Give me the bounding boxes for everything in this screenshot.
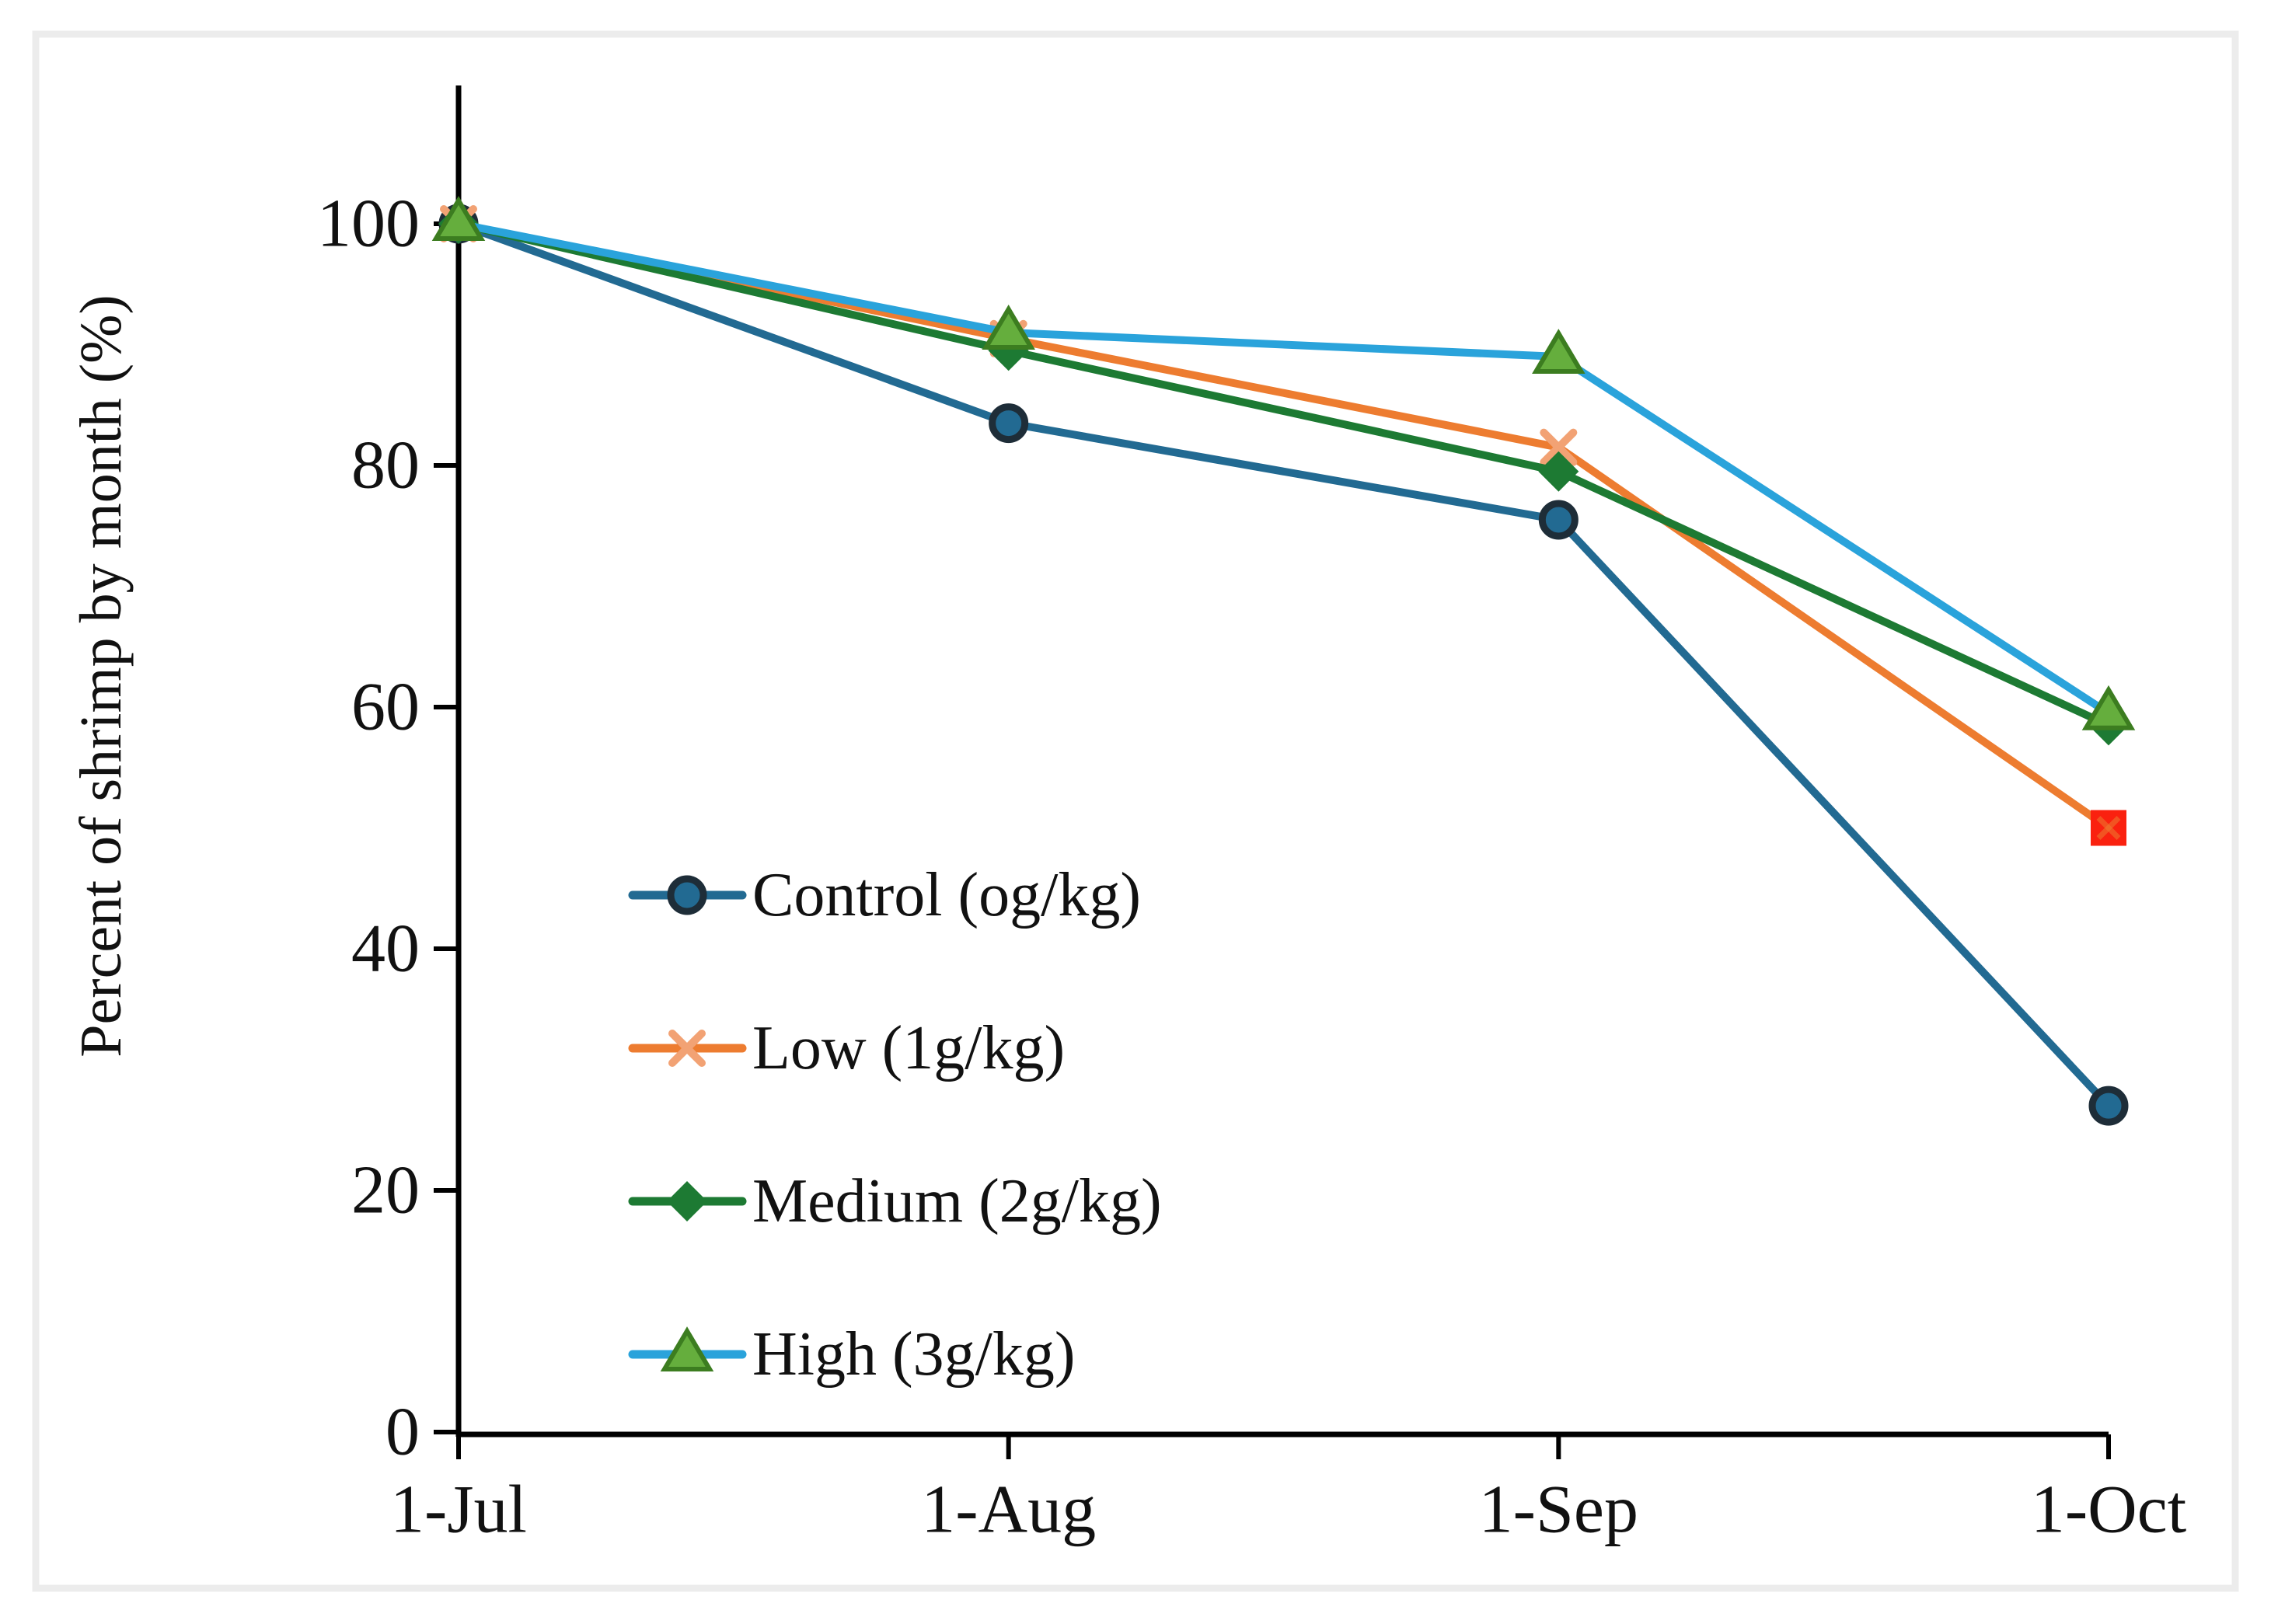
legend-item: Medium (2g/kg) — [628, 1167, 1162, 1235]
data-point-marker — [431, 196, 486, 241]
y-tick-label: 100 — [317, 186, 420, 262]
data-point-marker — [982, 305, 1035, 350]
data-point-marker — [2081, 685, 2136, 730]
legend-marker — [660, 1326, 714, 1371]
axis-labels: 0 20 40 60 80 100 1-Jul 1-Aug 1-Sep 1-Oct Percent … — [68, 186, 2186, 1548]
series-line — [455, 220, 2112, 717]
red-square-inner-x — [2096, 816, 2121, 840]
y-axis-title: Percent of shrimp by month (%) — [68, 294, 134, 1057]
data-point-marker — [1538, 451, 1579, 492]
y-tick-label: 40 — [351, 911, 420, 987]
y-tick-label: 0 — [385, 1395, 420, 1470]
y-tick-label: 60 — [351, 670, 420, 745]
data-point-marker — [989, 403, 1029, 444]
x-tick-label: 1-Oct — [2031, 1472, 2186, 1548]
legend-item: Control (og/kg) — [628, 861, 1141, 929]
figure-border — [32, 30, 2239, 1592]
x-tick-label: 1-Jul — [390, 1472, 527, 1548]
series-line — [455, 220, 2112, 1110]
x-tick-label: 1-Aug — [921, 1472, 1096, 1548]
y-tick-label: 20 — [351, 1153, 420, 1228]
data-point-marker — [1540, 428, 1578, 466]
series-line — [455, 220, 2112, 730]
legend-marker — [667, 1181, 707, 1221]
legend-item: High (3g/kg) — [628, 1320, 1076, 1389]
figure-frame — [32, 30, 2239, 1592]
legend-label: High (3g/kg) — [752, 1320, 1076, 1389]
data-point-marker — [2088, 1086, 2129, 1126]
y-tick-label: 80 — [351, 428, 420, 504]
data-point-marker — [1532, 329, 1586, 375]
legend-item: Low (1g/kg) — [628, 1014, 1065, 1082]
series-low — [440, 205, 2126, 846]
legend-label: Medium (2g/kg) — [752, 1167, 1162, 1235]
axes — [434, 85, 2111, 1459]
legend-label: Control (og/kg) — [752, 861, 1141, 929]
legend-marker — [668, 1030, 706, 1067]
series-high — [431, 196, 2136, 730]
data-series — [431, 196, 2136, 1126]
x-tick-label: 1-Sep — [1479, 1472, 1638, 1548]
legend-label: Low (1g/kg) — [752, 1014, 1065, 1082]
legend: Control (og/kg) Low (1g/kg) Medium (2g/kg)… — [628, 861, 1162, 1389]
legend-marker — [667, 875, 707, 915]
data-point-marker — [1538, 500, 1579, 540]
